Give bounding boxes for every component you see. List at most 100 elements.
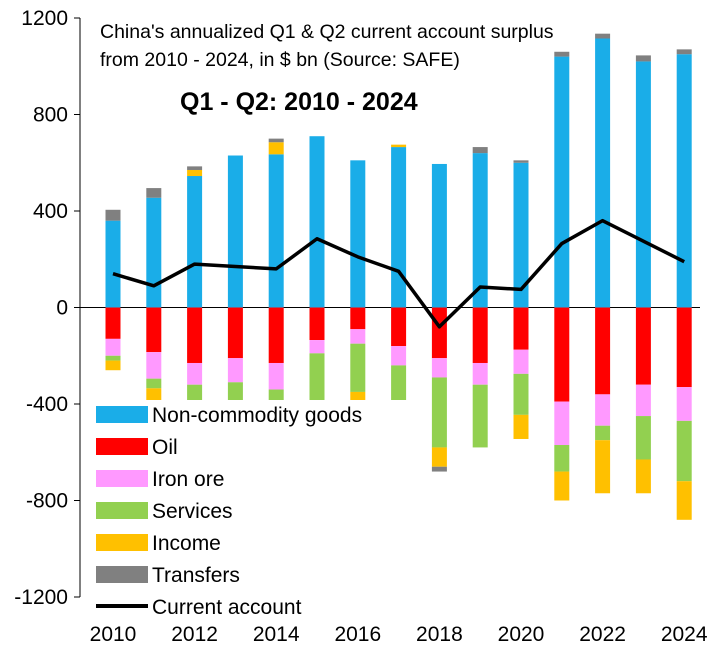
bar-segment [635,61,651,308]
legend-label: Oil [152,436,178,459]
bar-segment [635,416,651,460]
y-tick-label: 800 [33,104,68,127]
y-tick-label: -400 [26,393,68,416]
x-tick-label: 2016 [334,623,381,646]
bar-segment [350,329,366,344]
bar-segment [472,153,488,308]
bar-segment [676,307,692,388]
y-tick-label: -1200 [14,586,68,609]
bar-segment [472,384,488,448]
y-tick-label: 0 [56,297,68,320]
bar-segment [187,166,203,170]
bar-segment [472,362,488,385]
bar-segment [391,307,407,347]
bar-segment [350,391,366,402]
legend-label: Non-commodity goods [152,404,362,427]
title-box [96,14,546,74]
x-tick-label: 2010 [90,623,137,646]
legend-label: Services [152,500,233,523]
bar-segment [554,56,570,308]
legend-swatch [96,406,148,423]
legend-swatch [96,566,148,583]
y-tick-label: 400 [33,200,68,223]
bar-segment [350,343,366,392]
x-tick-label: 2018 [416,623,463,646]
bar-segment [105,355,121,361]
bar-segment [431,358,447,378]
bar-segment [431,163,447,308]
bar-segment [146,352,162,379]
x-tick-label: 2022 [579,623,626,646]
y-axis-tick-labels: 1200 800 400 0 -400 -800 -1200 [14,7,68,609]
x-tick-label: 2012 [171,623,218,646]
x-tick-label: 2020 [498,623,545,646]
legend: Non-commodity goods Oil Iron ore Services In… [92,400,410,622]
bar-segment [187,176,203,308]
bar-segment [513,307,529,350]
bar-segment [268,154,284,308]
bar-segment [309,353,325,402]
bar-segment [595,394,611,426]
bar-segment [513,414,529,439]
legend-label: Income [152,532,221,555]
bar-segment [676,387,692,421]
bar-segment [391,144,407,148]
bar-segment [268,142,284,155]
current-account-line [112,218,685,329]
bar-segment [431,377,447,448]
bar-segment [309,340,325,354]
bar-segment [105,360,121,371]
bar-segment [595,38,611,308]
bar-segment [635,384,651,417]
bar-segment [431,447,447,467]
bar-segment [431,307,447,359]
current-account-line-layer [112,218,685,329]
bar-segment [635,459,651,494]
bar-segment [227,358,243,383]
bar-segment [635,307,651,385]
legend-swatch [96,502,148,519]
bar-segment [554,401,570,446]
bar-segment [227,155,243,308]
bar-segment [472,307,488,363]
bar-segment [350,307,366,330]
bar-segment [105,307,121,339]
x-tick-label: 2024 [661,623,708,646]
bar-segment [350,160,366,308]
bar-segment [472,147,488,154]
bar-segment [146,188,162,198]
bar-segment [513,373,529,415]
bar-segment [595,33,611,39]
y-tick-label: 1200 [21,7,68,30]
bar-segment [676,481,692,520]
bar-segment [105,338,121,356]
bar-segment [595,440,611,494]
bar-segment [431,466,447,472]
bar-segment [391,147,407,308]
bar-segment [146,307,162,353]
bar-segment [554,51,570,57]
bar-segment [513,349,529,374]
bar-segment [595,425,611,441]
legend-swatch [96,438,148,455]
bar-segment [227,307,243,359]
y-tick-label: -800 [26,490,68,513]
legend-swatch [96,534,148,551]
bar-segment [513,160,529,163]
bar-segment [391,346,407,366]
bar-segment [554,445,570,472]
bar-segment [676,420,692,482]
bar-segment [635,55,651,62]
bar-segment [105,220,121,308]
bar-segment [268,307,284,363]
bar-segment [146,378,162,389]
bar-segment [187,169,203,177]
bar-segment [105,209,121,221]
chart-title-line-2: from 2010 - 2024, in $ bn (Source: SAFE) [100,49,460,71]
bar-segment [187,362,203,385]
legend-label: Current account [152,596,302,619]
bar-segment [676,49,692,55]
legend-label: Transfers [152,564,240,587]
x-tick-label: 2014 [253,623,300,646]
